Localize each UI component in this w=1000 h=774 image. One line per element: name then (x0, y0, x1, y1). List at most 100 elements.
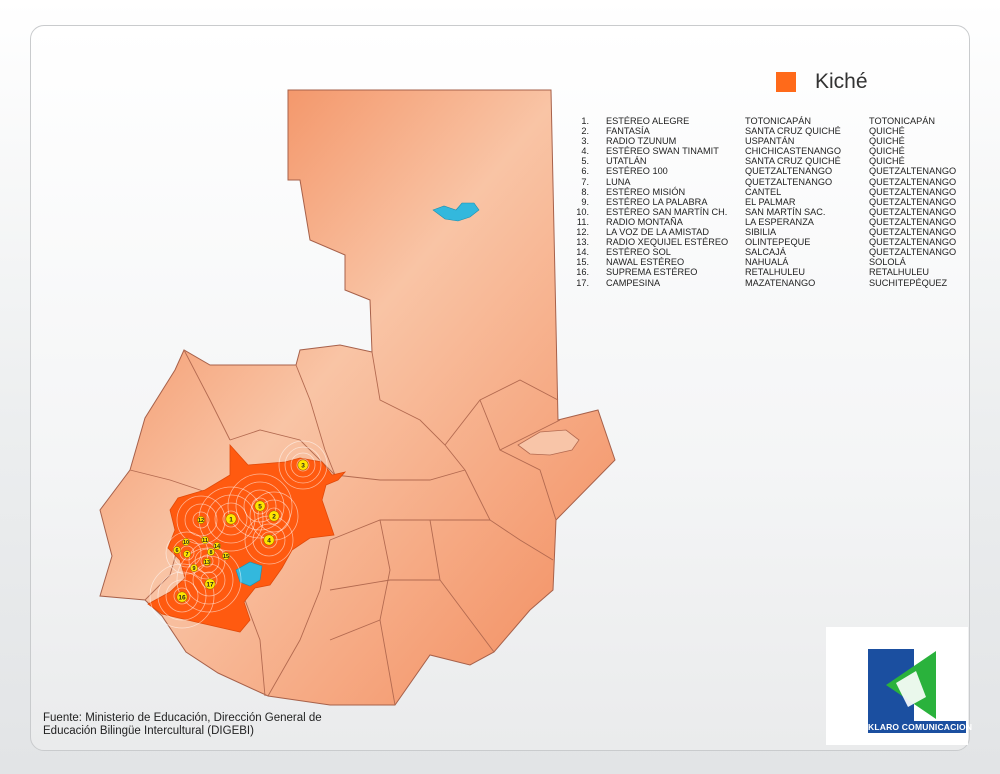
station-row: 10. ESTÉREO SAN MARTÍN CH. SAN MARTÍN SAC.… (573, 207, 959, 217)
station-marker-dot (213, 542, 221, 550)
station-row: 8. ESTÉREO MISIÓN CANTEL QUETZALTENANGO (573, 187, 959, 197)
station-city: MAZATENANGO (745, 277, 816, 288)
klaro-logo-mark (868, 649, 936, 721)
legend-swatch (776, 72, 796, 92)
station-name: CAMPESINA (606, 277, 661, 288)
station-marker-dot (201, 536, 209, 544)
lake-peten-itza (432, 202, 480, 222)
station-marker-label: 2 (272, 514, 276, 521)
station-row: 3. RADIO TZUNUM USPANTÁN QUICHÉ (573, 136, 959, 146)
station-marker-label: 14 (214, 544, 221, 550)
station-num: 12. (576, 227, 589, 238)
station-name: ESTÉREO MISIÓN (606, 186, 686, 197)
station-city: EL PALMAR (745, 196, 796, 207)
station-name: FANTASÍA (606, 126, 650, 137)
station-city: SANTA CRUZ QUICHÉ (745, 126, 841, 137)
station-marker-dot (190, 564, 198, 572)
station-marker-label: 11 (202, 538, 208, 544)
station-num: 10. (576, 206, 589, 217)
station-city: TOTONICAPÁN (745, 116, 812, 126)
legend-label: Kiché (815, 70, 868, 93)
station-city: SAN MARTÍN SAC. (745, 206, 826, 217)
station-city: QUETZALTENANGO (745, 176, 833, 187)
station-dept: TOTONICAPÁN (869, 116, 936, 126)
station-marker: 16 (176, 591, 188, 603)
station-marker-label: 8 (209, 550, 212, 556)
station-marker-label: 13 (204, 560, 210, 566)
station-num: 4. (581, 146, 589, 157)
station-marker-label: 10 (183, 540, 189, 546)
station-row: 4. ESTÉREO SWAN TINAMIT CHICHICASTENANGO QU… (573, 146, 959, 156)
station-dept: QUETZALTENANGO (869, 206, 957, 217)
station-marker: 5 (254, 500, 266, 512)
station-dept: SUCHITEPÉQUEZ (869, 277, 948, 288)
station-marker: 9 (190, 564, 198, 572)
source-line-1: Fuente: Ministerio de Educación, Direcci… (43, 712, 322, 724)
station-marker: 1 (225, 513, 237, 525)
station-num: 3. (581, 136, 589, 147)
station-dept: QUETZALTENANGO (869, 216, 957, 227)
station-num: 8. (581, 186, 589, 197)
station-name: LA VOZ DE LA AMISTAD (606, 227, 709, 238)
station-name: ESTÉREO 100 (606, 166, 668, 177)
station-num: 6. (581, 166, 589, 177)
station-marker-dot (203, 558, 211, 566)
station-marker: 6 (173, 546, 181, 554)
station-city: OLINTEPEQUE (745, 237, 811, 248)
station-marker: 15 (222, 552, 230, 560)
source-note: Fuente: Ministerio de Educación, Direcci… (43, 712, 322, 738)
station-name: RADIO MONTAÑA (606, 216, 683, 227)
station-marker-dot (254, 500, 266, 512)
station-marker-dot (263, 534, 275, 546)
station-dept: QUETZALTENANGO (869, 237, 957, 248)
kiche-region (147, 443, 347, 633)
station-name: ESTÉREO ALEGRE (606, 116, 690, 126)
station-marker-dot (222, 552, 230, 560)
station-row: 2. FANTASÍA SANTA CRUZ QUICHÉ QUICHÉ (573, 126, 959, 136)
station-marker-label: 12 (198, 518, 204, 524)
station-marker-label: 17 (206, 582, 214, 589)
station-num: 14. (576, 247, 589, 258)
station-city: CANTEL (745, 186, 782, 197)
station-name: ESTÉREO SAN MARTÍN CH. (606, 206, 728, 217)
station-row: 15. NAWAL ESTÉREO NAHUALÁ SOLOLÁ (573, 257, 959, 267)
station-list: 1. ESTÉREO ALEGRE TOTONICAPÁN TOTONICAPÁN 2.… (573, 116, 959, 288)
station-marker-label: 3 (301, 463, 305, 470)
station-city: SALCAJÁ (745, 247, 786, 258)
station-row: 7. LUNA QUETZALTENANGO QUETZALTENANGO (573, 177, 959, 187)
station-city: RETALHULEU (745, 267, 806, 278)
station-num: 17. (576, 277, 589, 288)
station-city: CHICHICASTENANGO (745, 146, 841, 157)
station-city: SIBILIA (745, 227, 777, 238)
station-row: 1. ESTÉREO ALEGRE TOTONICAPÁN TOTONICAPÁN (573, 116, 959, 126)
station-marker-dot (182, 538, 190, 546)
station-marker-label: 4 (267, 538, 271, 545)
station-marker: 13 (203, 558, 211, 566)
klaro-logo: KLARO COMUNICACION (826, 627, 972, 745)
station-marker: 2 (268, 510, 280, 522)
station-dept: SOLOLÁ (869, 257, 906, 268)
station-marker-label: 9 (192, 566, 195, 572)
station-name: UTATLÁN (606, 156, 647, 167)
station-marker-label: 7 (185, 552, 188, 558)
station-marker: 12 (197, 516, 205, 524)
station-name: NAWAL ESTÉREO (606, 257, 685, 268)
station-row: 12. LA VOZ DE LA AMISTAD SIBILIA QUETZALTEN… (573, 227, 959, 237)
station-name: ESTÉREO SOL (606, 247, 671, 258)
station-name: RADIO XEQUIJEL ESTÉREO (606, 237, 729, 248)
station-name: RADIO TZUNUM (606, 136, 677, 147)
station-marker-label: 16 (178, 595, 186, 602)
station-dept: RETALHULEU (869, 267, 930, 278)
coverage-rings (149, 440, 328, 629)
station-num: 13. (576, 237, 589, 248)
lake-izabal (517, 429, 580, 456)
station-dept: QUICHÉ (869, 136, 905, 147)
station-marker-dot (176, 591, 188, 603)
station-dept: QUETZALTENANGO (869, 166, 957, 177)
station-dept: QUETZALTENANGO (869, 196, 957, 207)
logo-wordmark: KLARO COMUNICACION (868, 721, 972, 733)
station-marker: 3 (297, 459, 309, 471)
station-row: 11. RADIO MONTAÑA LA ESPERANZA QUETZALTENAN… (573, 217, 959, 227)
source-line-2: Educación Bilingüe Intercultural (DIGEBI… (43, 725, 254, 737)
